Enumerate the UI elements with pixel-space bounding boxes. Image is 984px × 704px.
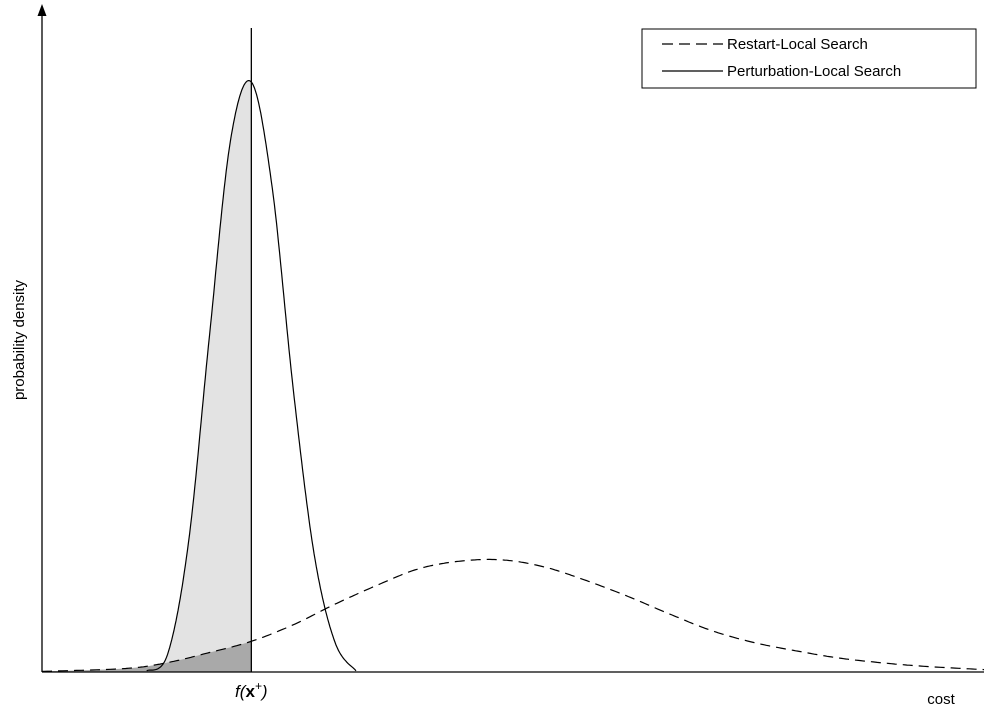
y-axis-arrow <box>37 4 47 16</box>
shaded-region-restart <box>42 641 252 672</box>
legend-label-restart: Restart-Local Search <box>727 36 868 53</box>
shaded-region-perturbation <box>146 80 252 672</box>
legend-label-perturbation: Perturbation-Local Search <box>727 63 901 80</box>
legend: Restart-Local Search Perturbation-Local … <box>641 28 977 89</box>
reference-label: f(x+) <box>235 679 268 701</box>
y-axis-label: probability density <box>11 279 28 400</box>
series-curves <box>41 80 984 672</box>
shaded-areas <box>42 80 252 672</box>
legend-box <box>641 28 977 89</box>
x-axis-label: cost <box>927 691 955 704</box>
series-line-restart <box>41 558 984 672</box>
